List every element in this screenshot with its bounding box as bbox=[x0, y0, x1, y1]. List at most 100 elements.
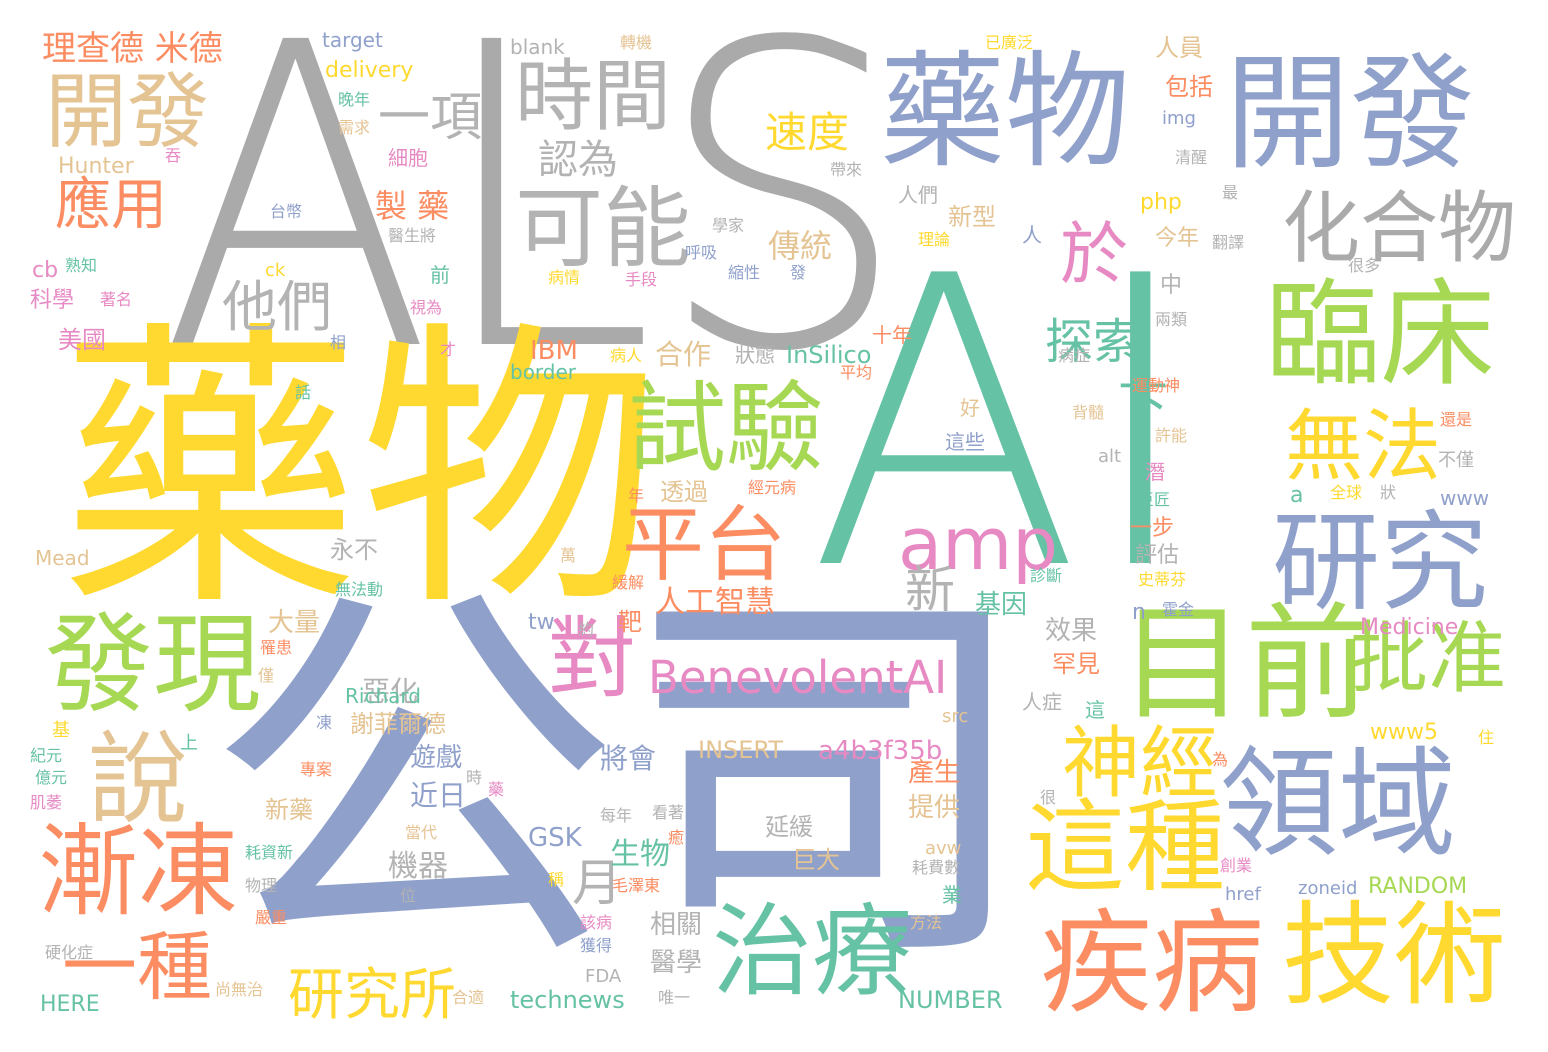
word-hunter: Hunter bbox=[58, 154, 134, 179]
word-zhiliao: 治療 bbox=[712, 893, 912, 1010]
word-huxi: 呼吸 bbox=[685, 243, 718, 262]
word-suoxing: 縮性 bbox=[728, 263, 761, 282]
word-shiwei: 視為 bbox=[410, 298, 443, 317]
word-yingyong: 應用 bbox=[55, 173, 167, 238]
word-gaibing: 該病 bbox=[580, 913, 613, 932]
word-pinggu: 評估 bbox=[1135, 543, 1180, 568]
word-renzheng: 人症 bbox=[1022, 690, 1062, 714]
word-yue: 月 bbox=[572, 854, 622, 912]
word-ye: 業 bbox=[942, 883, 962, 907]
word-yishengjiang: 醫生將 bbox=[388, 226, 437, 245]
word-src: src bbox=[942, 706, 969, 727]
word-zhuanji: 轉機 bbox=[620, 33, 653, 52]
word-maozedong: 毛澤東 bbox=[612, 876, 661, 895]
word-wannian: 晚年 bbox=[338, 90, 371, 109]
word-henduo: 很多 bbox=[1348, 256, 1381, 275]
word-jiyuan: 紀元 bbox=[30, 746, 63, 765]
word-jianghui: 將會 bbox=[600, 742, 657, 775]
word-ba: 靶 bbox=[618, 608, 642, 636]
word-jinri: 近日 bbox=[410, 779, 467, 812]
word-pingtai: 平台 bbox=[622, 498, 787, 593]
word-tansuo: 探索 bbox=[1045, 314, 1142, 370]
word-hanjian: 罕見 bbox=[1052, 650, 1100, 678]
word-mead: Mead bbox=[35, 546, 90, 570]
word-xibao: 細胞 bbox=[388, 146, 428, 170]
word-tamen: 他們 bbox=[222, 275, 333, 339]
word-rengong: 人工智慧 bbox=[655, 585, 775, 620]
word-here: HERE bbox=[40, 992, 100, 1017]
word-wei: 位 bbox=[400, 886, 417, 905]
word-chuantong: 傳統 bbox=[768, 227, 833, 265]
word-zhidao: 直到 bbox=[438, 886, 471, 905]
word-wei2: 為 bbox=[1212, 750, 1229, 769]
word-dong: 凍 bbox=[316, 713, 333, 732]
word-bingren: 病人 bbox=[610, 346, 643, 365]
word-liangjia: 兩類 bbox=[1155, 310, 1188, 329]
word-zhenduan: 診斷 bbox=[1030, 566, 1063, 585]
word-bingqing: 病情 bbox=[548, 268, 581, 287]
word-alt: alt bbox=[1098, 446, 1122, 467]
word-yanjiusuo: 研究所 bbox=[288, 963, 456, 1028]
word-yanhuan: 延緩 bbox=[765, 813, 813, 841]
word-wufadong: 無法動 bbox=[335, 580, 384, 599]
word-kaifa-left: 開發 bbox=[45, 65, 210, 160]
word-qian: 前 bbox=[430, 263, 450, 287]
word-wan: 萬 bbox=[560, 546, 577, 565]
word-yixue: 醫學 bbox=[650, 948, 703, 978]
word-meinian: 每年 bbox=[600, 806, 633, 825]
word-ibm: IBM bbox=[530, 336, 578, 366]
word-nian: 年 bbox=[628, 486, 645, 505]
word-yue-small: 約 bbox=[578, 620, 595, 639]
word-shiyan: 試驗 bbox=[628, 372, 825, 486]
word-target: target bbox=[322, 28, 383, 52]
word-qian2: 潛 bbox=[1145, 460, 1165, 484]
word-xieleide: 謝菲爾德 bbox=[350, 710, 446, 738]
word-tigong: 提供 bbox=[908, 793, 961, 823]
word-yu: 於 bbox=[1060, 216, 1129, 295]
word-haishi: 還是 bbox=[1440, 410, 1473, 429]
word-fa: 發 bbox=[790, 263, 807, 282]
word-ren: 人 bbox=[1022, 223, 1042, 247]
word-border: border bbox=[510, 360, 577, 384]
word-quanqiu: 全球 bbox=[1330, 483, 1363, 502]
word-technews: technews bbox=[510, 986, 625, 1014]
word-zhiyao: 製 藥 bbox=[375, 187, 450, 225]
word-jishu: 技術 bbox=[1282, 891, 1506, 1021]
word-gsk: GSK bbox=[528, 823, 582, 853]
word-baokuo: 包括 bbox=[1165, 73, 1213, 101]
word-xiaoguo: 效果 bbox=[1045, 616, 1098, 646]
word-fanyi: 翻譯 bbox=[1212, 233, 1245, 252]
word-jujiang: 巨匠 bbox=[1138, 490, 1171, 509]
word-hua: 話 bbox=[295, 383, 312, 402]
word-keneng: 可能 bbox=[515, 177, 692, 280]
word-jinnian: 今年 bbox=[1155, 226, 1200, 251]
word-als: ALS bbox=[160, 0, 909, 444]
word-chansheng: 產生 bbox=[908, 758, 961, 788]
word-bujin: 不僅 bbox=[1438, 450, 1474, 471]
word-xinxing: 新型 bbox=[948, 203, 996, 231]
word-yanzhong: 嚴重 bbox=[255, 908, 288, 927]
word-zui: 最 bbox=[1222, 183, 1239, 202]
word-xiang: 相 bbox=[330, 333, 347, 352]
word-zhong: 中 bbox=[1160, 273, 1183, 298]
word-xia: 下 bbox=[1118, 376, 1168, 434]
word-gongsi: 公司 bbox=[205, 552, 1035, 1012]
word-avw: avw bbox=[925, 838, 962, 859]
word-zhuang: 狀 bbox=[1380, 483, 1397, 502]
word-blank: blank bbox=[510, 35, 565, 59]
word-a4b3: a4b3f35b bbox=[818, 736, 943, 766]
word-shi: 時 bbox=[466, 768, 483, 787]
word-php: php bbox=[1140, 190, 1182, 215]
word-linchuang: 臨床 bbox=[1265, 268, 1496, 402]
word-shenjing: 神經 bbox=[1062, 719, 1219, 809]
word-dailai: 帶來 bbox=[830, 160, 863, 179]
word-wufa: 無法 bbox=[1285, 402, 1442, 492]
word-juda: 巨大 bbox=[792, 846, 840, 874]
word-kaifa-top: 開發 bbox=[1225, 42, 1475, 187]
word-number: NUMBER bbox=[898, 986, 1003, 1014]
word-bingzheng: 病症 bbox=[1058, 346, 1091, 365]
word-lilun: 理論 bbox=[918, 230, 951, 249]
word-jiandong: 漸凍 bbox=[38, 813, 238, 930]
word-richard-mead: 理查德 米德 bbox=[42, 29, 223, 69]
word-xiangguan: 相關 bbox=[650, 910, 703, 940]
